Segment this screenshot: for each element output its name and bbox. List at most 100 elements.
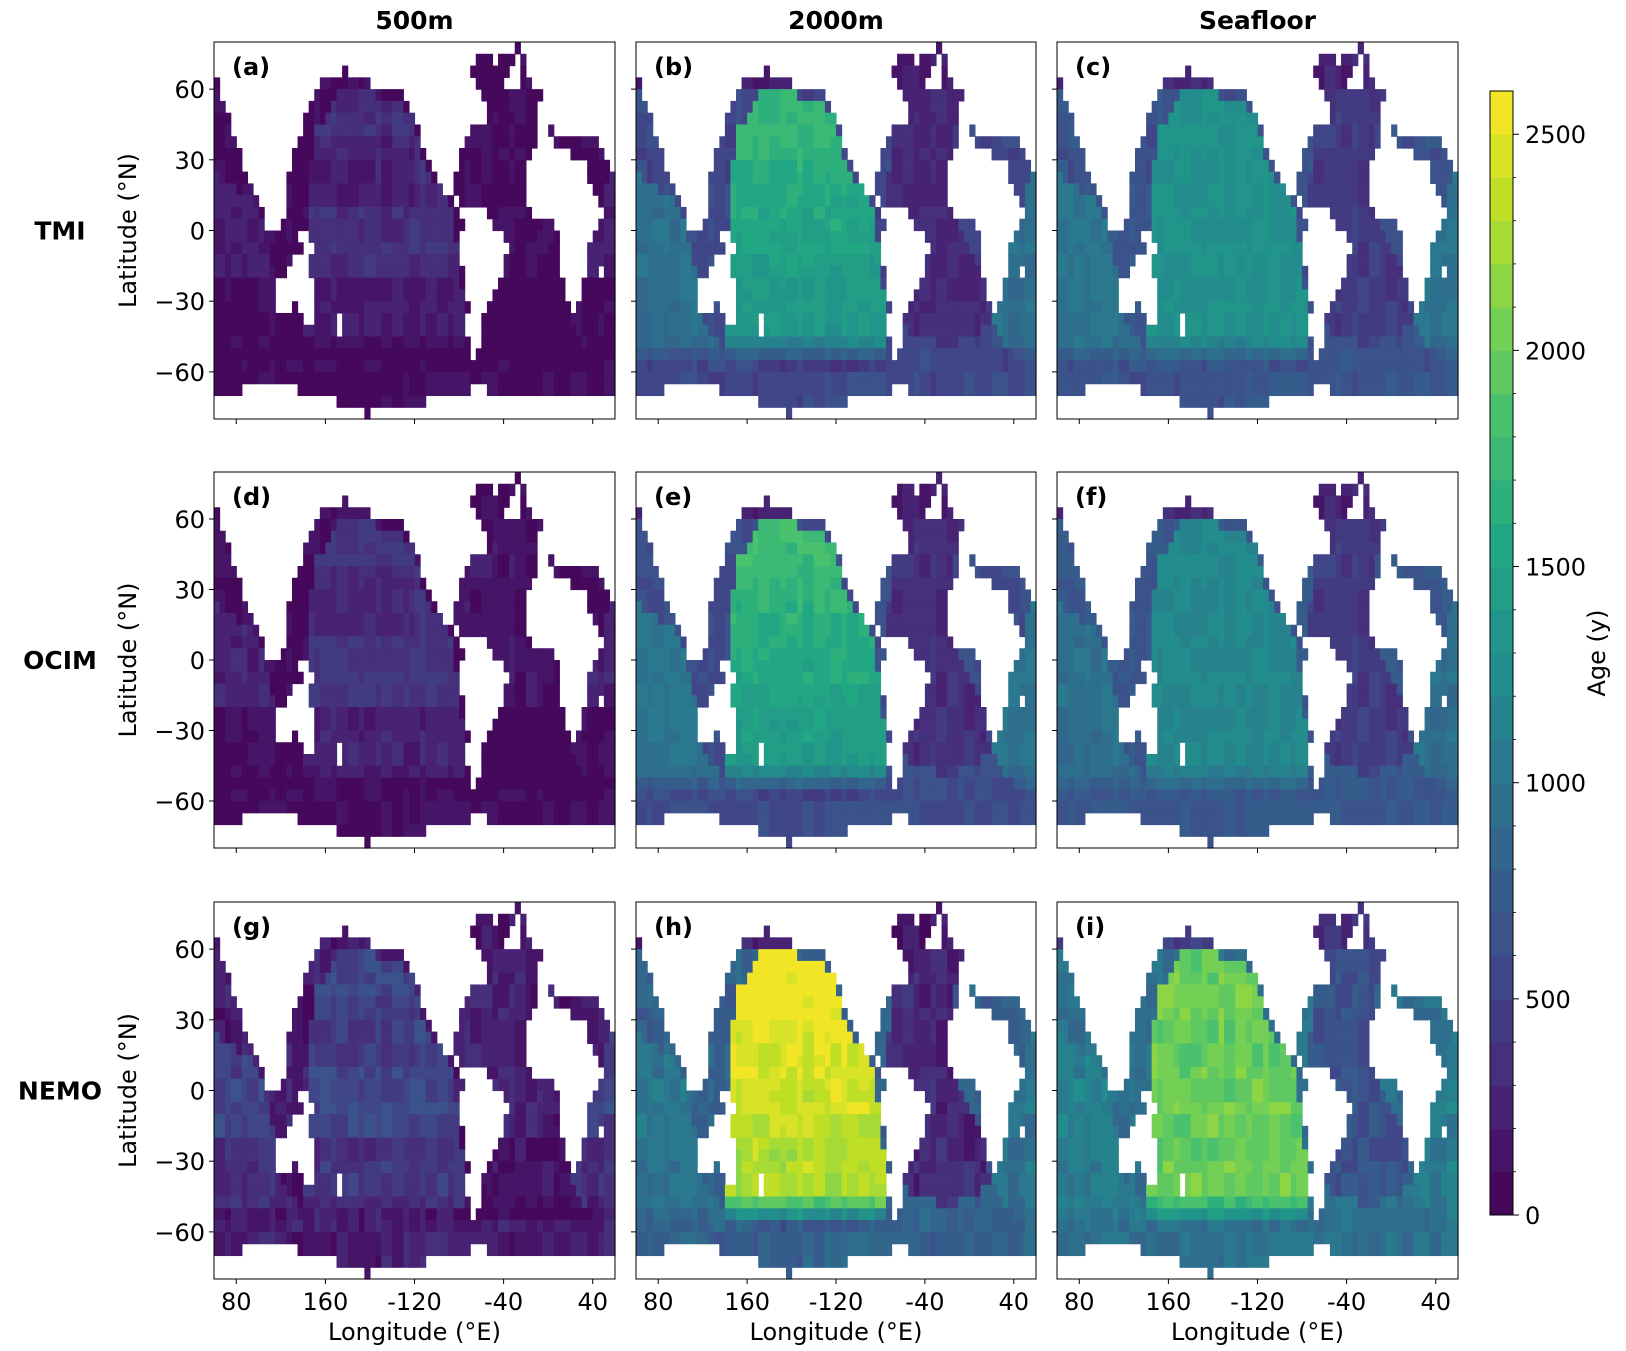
age-cell: [375, 183, 382, 196]
age-cell: [869, 254, 876, 267]
age-cell: [1207, 218, 1214, 232]
age-cell: [686, 230, 693, 243]
age-cell: [330, 312, 338, 326]
age-cell: [1168, 159, 1175, 173]
age-cell: [1318, 195, 1325, 208]
age-cell: [1446, 301, 1454, 314]
age-cell: [1218, 195, 1225, 208]
age-cell: [797, 395, 804, 408]
age-cell: [769, 312, 776, 326]
age-cell: [658, 301, 665, 314]
age-cell: [869, 265, 876, 279]
age-cell: [1290, 348, 1298, 361]
age-cell: [330, 601, 338, 614]
age-cell: [1224, 395, 1231, 408]
age-cell: [286, 183, 293, 196]
age-cell: [514, 348, 521, 361]
age-cell: [1218, 301, 1225, 314]
age-cell: [941, 265, 948, 279]
age-cell: [674, 371, 682, 385]
age-cell: [353, 554, 360, 567]
age-cell: [686, 289, 693, 302]
age-cell: [531, 136, 538, 149]
age-cell: [747, 371, 754, 385]
age-cell: [319, 195, 326, 208]
age-cell: [1240, 100, 1247, 114]
age-cell: [697, 360, 704, 373]
age-cell: [459, 183, 466, 196]
age-cell: [1279, 242, 1286, 255]
age-cell: [609, 277, 616, 291]
age-cell: [364, 348, 371, 361]
age-cell: [258, 371, 265, 385]
age-cell: [1313, 195, 1320, 208]
age-cell: [869, 301, 876, 314]
age-cell: [1446, 171, 1454, 184]
age-cell: [1346, 53, 1353, 67]
age-cell: [603, 206, 611, 220]
age-cell: [503, 577, 510, 591]
age-cell: [592, 301, 599, 314]
age-cell: [1402, 383, 1409, 397]
age-cell: [525, 566, 533, 579]
age-cell: [1246, 324, 1253, 338]
age-cell: [997, 360, 1004, 373]
age-cell: [587, 242, 594, 255]
age-cell: [1368, 324, 1376, 338]
age-cell: [691, 289, 698, 302]
age-cell: [503, 519, 510, 532]
age-cell: [514, 371, 521, 385]
age-cell: [1396, 265, 1403, 279]
age-cell: [974, 230, 982, 243]
age-cell: [1441, 336, 1448, 349]
age-cell: [1413, 312, 1420, 326]
age-cell: [1112, 301, 1119, 314]
age-cell: [436, 360, 443, 373]
age-cell: [1218, 183, 1225, 196]
age-cell: [819, 265, 826, 279]
age-cell: [941, 148, 948, 161]
age-cell: [598, 148, 605, 161]
age-cell: [375, 89, 382, 102]
age-cell: [1279, 265, 1286, 279]
age-cell: [1179, 136, 1186, 149]
age-cell: [1057, 324, 1064, 338]
age-cell: [492, 360, 499, 373]
age-cell: [747, 348, 754, 361]
age-cell: [1419, 324, 1426, 338]
age-cell: [319, 601, 326, 614]
age-cell: [819, 242, 826, 255]
age-cell: [758, 77, 765, 90]
age-cell: [1073, 183, 1080, 196]
age-cell: [808, 159, 815, 173]
age-cell: [1179, 206, 1186, 220]
age-cell: [414, 360, 421, 373]
age-cell: [1019, 159, 1026, 173]
age-cell: [342, 100, 349, 114]
age-cell: [219, 301, 226, 314]
age-cell: [598, 159, 605, 173]
age-cell: [1084, 242, 1092, 255]
age-cell: [1346, 136, 1353, 149]
age-cell: [1095, 265, 1103, 279]
age-cell: [609, 206, 616, 220]
age-cell: [819, 254, 826, 267]
age-cell: [342, 577, 349, 591]
age-cell: [902, 371, 909, 385]
age-cell: [408, 577, 416, 591]
age-cell: [358, 648, 365, 661]
age-cell: [408, 301, 416, 314]
age-cell: [1224, 112, 1231, 126]
age-cell: [1134, 312, 1142, 326]
age-cell: [1190, 324, 1197, 338]
age-cell: [1218, 348, 1225, 361]
age-cell: [459, 171, 466, 184]
age-cell: [381, 206, 388, 220]
age-cell: [636, 112, 643, 126]
age-cell: [336, 519, 343, 532]
age-cell: [1290, 324, 1298, 338]
age-cell: [1335, 348, 1342, 361]
age-cell: [1435, 324, 1442, 338]
age-cell: [1307, 383, 1314, 397]
age-cell: [408, 242, 416, 255]
